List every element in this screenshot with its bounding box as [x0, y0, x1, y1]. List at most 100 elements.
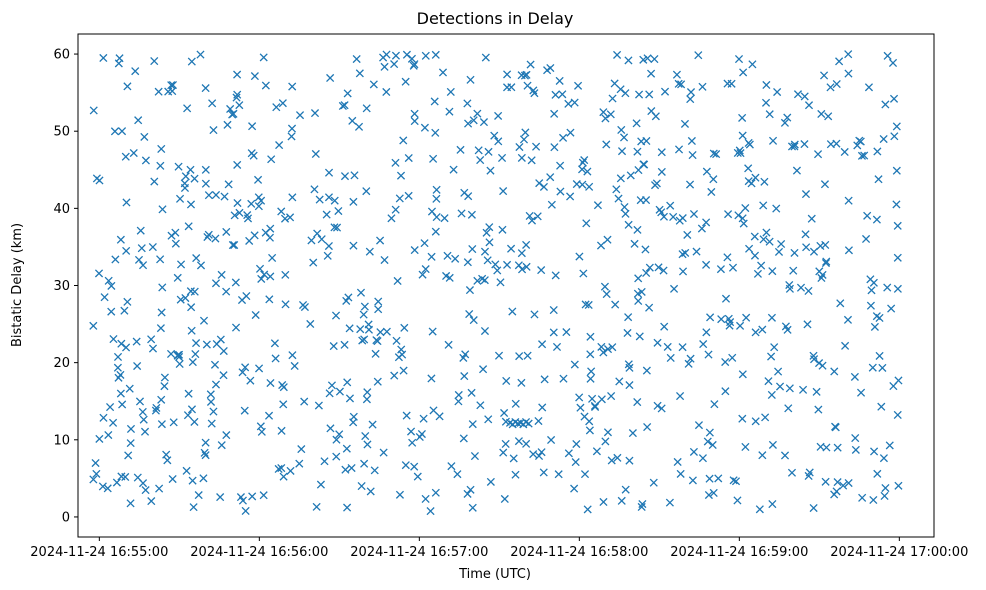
scatter-point — [530, 310, 539, 319]
scatter-point — [217, 270, 226, 279]
scatter-point — [643, 423, 652, 432]
scatter-point — [136, 226, 145, 235]
scatter-point — [564, 449, 573, 458]
scatter-point — [758, 451, 767, 460]
scatter-point — [600, 282, 610, 291]
scatter-point — [649, 478, 658, 487]
scatter-point — [638, 499, 647, 509]
scatter-point — [702, 167, 711, 176]
scatter-point — [329, 342, 338, 351]
scatter-point — [208, 99, 217, 108]
scatter-point — [741, 203, 750, 213]
scatter-point — [686, 88, 696, 97]
scatter-point — [562, 328, 571, 337]
scatter-point — [327, 381, 337, 390]
scatter-point — [800, 140, 809, 149]
scatter-point — [697, 224, 706, 233]
scatter-point — [393, 276, 402, 286]
scatter-point — [360, 302, 369, 311]
scatter-point — [297, 445, 306, 454]
scatter-point — [824, 112, 833, 121]
scatter-point — [470, 451, 479, 461]
scatter-point — [174, 162, 183, 171]
scatter-point — [599, 497, 608, 507]
scatter-point — [242, 292, 251, 301]
scatter-point — [858, 493, 867, 502]
scatter-point — [463, 489, 472, 498]
x-tick-label: 2024-11-24 16:56:00 — [190, 545, 328, 560]
scatter-point — [390, 371, 399, 380]
scatter-point — [576, 403, 585, 412]
scatter-point — [469, 316, 478, 325]
scatter-point — [709, 488, 718, 497]
scatter-point — [201, 179, 210, 188]
plot-area — [77, 33, 935, 538]
scatter-point — [103, 484, 112, 493]
scatter-point — [602, 290, 611, 299]
scatter-point — [231, 278, 240, 287]
scatter-point — [736, 321, 745, 330]
scatter-point — [468, 420, 477, 429]
scatter-point — [421, 265, 430, 274]
scatter-point — [192, 254, 201, 263]
scatter-point — [734, 55, 744, 64]
scatter-point — [515, 352, 524, 361]
scatter-point — [275, 141, 284, 150]
scatter-point — [583, 167, 592, 176]
scatter-point — [738, 113, 747, 122]
scatter-point — [894, 481, 903, 490]
scatter-point — [323, 251, 332, 260]
scatter-point — [154, 87, 163, 96]
scatter-point — [657, 404, 666, 413]
scatter-point — [259, 491, 268, 500]
scatter-point — [209, 126, 218, 135]
scatter-point — [173, 351, 182, 360]
scatter-point — [418, 270, 427, 279]
scatter-point — [624, 56, 633, 65]
scatter-point — [625, 363, 634, 372]
scatter-point — [870, 322, 879, 331]
scatter-point — [556, 187, 565, 196]
scatter-point — [581, 300, 590, 309]
scatter-point — [533, 212, 542, 221]
scatter-point — [279, 472, 288, 481]
scatter-point — [138, 261, 148, 270]
scatter-point — [123, 297, 132, 306]
scatter-point — [621, 89, 630, 98]
scatter-point — [710, 400, 719, 409]
scatter-point — [633, 225, 642, 234]
scatter-point — [750, 251, 760, 260]
scatter-point — [877, 402, 886, 411]
scatter-point — [467, 210, 476, 219]
scatter-point — [372, 336, 381, 345]
scatter-point — [126, 439, 135, 448]
scatter-point — [657, 208, 666, 217]
scatter-point — [267, 155, 276, 164]
scatter-point — [653, 338, 662, 347]
scatter-point — [156, 324, 165, 333]
scatter-point — [767, 352, 776, 361]
scatter-point — [257, 196, 266, 205]
scatter-point — [107, 307, 116, 316]
scatter-point — [486, 477, 495, 486]
scatter-point — [601, 437, 610, 446]
scatter-point — [406, 427, 416, 436]
scatter-point — [460, 372, 469, 381]
scatter-point — [787, 468, 797, 477]
scatter-point — [645, 303, 654, 312]
scatter-point — [254, 193, 263, 202]
scatter-point — [478, 274, 487, 283]
scatter-point — [202, 340, 211, 349]
scatter-point — [187, 57, 196, 66]
scatter-point — [878, 363, 887, 372]
scatter-point — [451, 254, 460, 263]
scatter-point — [374, 297, 383, 306]
scatter-point — [554, 470, 563, 479]
scatter-point — [454, 397, 463, 406]
scatter-point — [537, 448, 546, 457]
scatter-point — [287, 124, 297, 133]
scatter-point — [140, 132, 149, 141]
scatter-point — [95, 434, 104, 443]
scatter-point — [228, 110, 237, 119]
scatter-point — [166, 349, 176, 358]
